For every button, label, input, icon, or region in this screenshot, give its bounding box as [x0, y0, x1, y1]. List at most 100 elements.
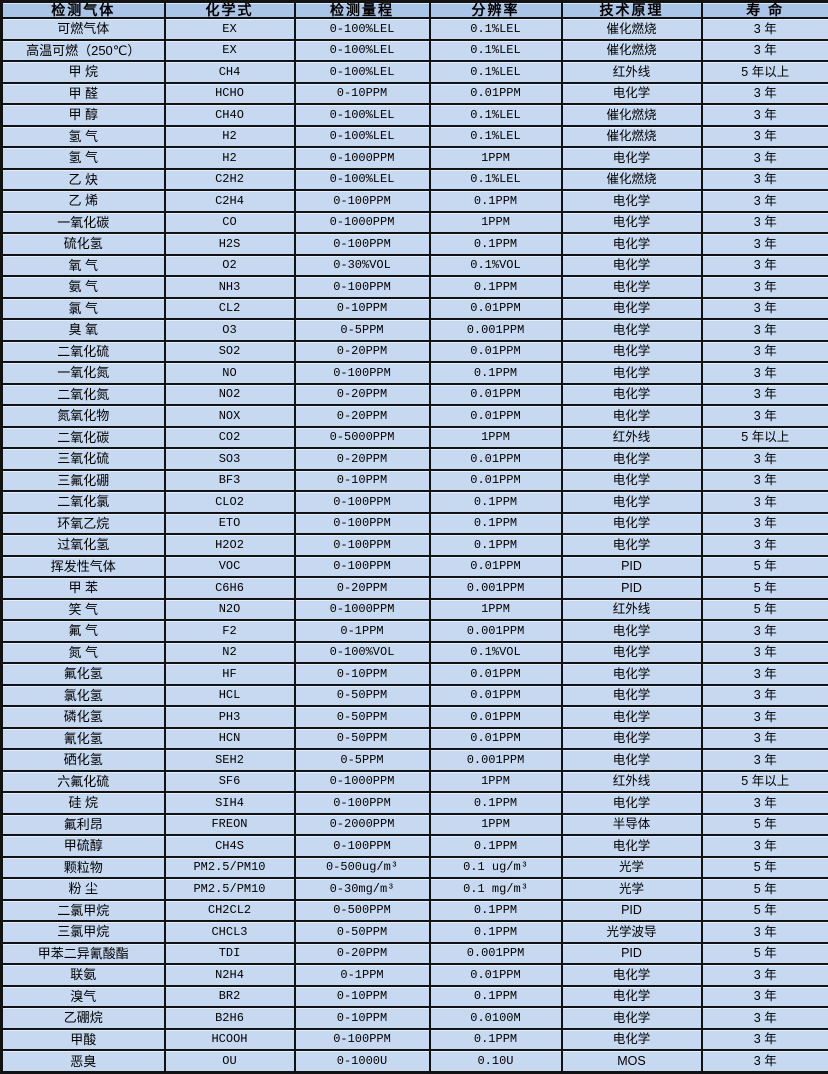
cell-chemical-formula: O3: [163, 318, 296, 342]
cell-resolution: 0.01PPM: [428, 662, 563, 686]
table-row: 氟 气 F2 0-1PPM 0.001PPM 电化学 3 年: [0, 619, 828, 643]
cell-chemical-formula: SEH2: [163, 748, 296, 772]
cell-technology: 电化学: [560, 318, 703, 342]
header-row: 检测气体 化学式 检测量程 分辨率 技术原理寿 命: [0, 0, 828, 19]
table-row: 二氯甲烷 CH2CL2 0-500PPM 0.1PPM PID 5 年: [0, 898, 828, 922]
cell-detection-range: 0-20PPM: [293, 404, 431, 428]
cell-chemical-formula: H2: [163, 124, 296, 148]
cell-technology: 电化学: [560, 748, 703, 772]
cell-lifespan: 3 年: [700, 1006, 828, 1030]
cell-chemical-formula: FREON: [163, 812, 296, 836]
cell-gas-name: 氢 气: [0, 124, 166, 148]
cell-gas-name: 过氧化氢: [0, 533, 166, 557]
cell-technology: 电化学: [560, 253, 703, 277]
cell-detection-range: 0-100PPM: [293, 533, 431, 557]
cell-gas-name: 颗粒物: [0, 855, 166, 879]
cell-resolution: 0.01PPM: [428, 447, 563, 471]
cell-chemical-formula: HF: [163, 662, 296, 686]
cell-detection-range: 0-5000PPM: [293, 425, 431, 449]
table-row: 甲硫醇 CH4S 0-100PPM 0.1PPM 电化学 3 年: [0, 834, 828, 858]
table-body: 可燃气体 EX 0-100%LEL 0.1%LEL 催化燃烧 3 年高温可燃（250℃） E…: [0, 17, 828, 1074]
column-header-range: 检测量程: [293, 0, 431, 19]
cell-technology: 电化学: [560, 189, 703, 213]
cell-detection-range: 0-1000PPM: [293, 769, 431, 793]
table-row: 三氯甲烷 CHCL3 0-50PPM 0.1PPM 光学波导 3 年: [0, 920, 828, 944]
cell-lifespan: 3 年: [700, 167, 828, 191]
column-header-resolution: 分辨率: [428, 0, 563, 19]
cell-gas-name: 氰化氢: [0, 726, 166, 750]
cell-detection-range: 0-10PPM: [293, 1006, 431, 1030]
cell-detection-range: 0-100%LEL: [293, 103, 431, 127]
cell-gas-name: 乙 烯: [0, 189, 166, 213]
cell-chemical-formula: C2H2: [163, 167, 296, 191]
cell-detection-range: 0-100%LEL: [293, 60, 431, 84]
cell-gas-name: 甲 醛: [0, 81, 166, 105]
cell-resolution: 0.10U: [428, 1049, 563, 1074]
cell-technology: 红外线: [560, 60, 703, 84]
cell-chemical-formula: C2H4: [163, 189, 296, 213]
cell-chemical-formula: PM2.5/PM10: [163, 855, 296, 879]
cell-lifespan: 5 年: [700, 877, 828, 901]
cell-resolution: 0.1%LEL: [428, 167, 563, 191]
cell-resolution: 0.1PPM: [428, 898, 563, 922]
cell-resolution: 0.1PPM: [428, 490, 563, 514]
cell-technology: 电化学: [560, 511, 703, 535]
cell-technology: 电化学: [560, 533, 703, 557]
cell-detection-range: 0-100PPM: [293, 232, 431, 256]
cell-resolution: 0.1PPM: [428, 533, 563, 557]
cell-gas-name: 臭 氧: [0, 318, 166, 342]
cell-gas-name: 乙硼烷: [0, 1006, 166, 1030]
cell-gas-name: 氮 气: [0, 640, 166, 664]
cell-resolution: 0.1%VOL: [428, 640, 563, 664]
cell-chemical-formula: CH4S: [163, 834, 296, 858]
cell-technology: 电化学: [560, 146, 703, 170]
cell-resolution: 1PPM: [428, 597, 563, 621]
cell-lifespan: 3 年: [700, 705, 828, 729]
cell-resolution: 0.1%VOL: [428, 253, 563, 277]
table-row: 溴气 BR2 0-10PPM 0.1PPM 电化学 3 年: [0, 984, 828, 1008]
table-row: 甲酸 HCOOH 0-100PPM 0.1PPM 电化学 3 年: [0, 1027, 828, 1051]
cell-lifespan: 3 年: [700, 683, 828, 707]
cell-chemical-formula: CL2: [163, 296, 296, 320]
cell-resolution: 0.1PPM: [428, 920, 563, 944]
cell-chemical-formula: C6H6: [163, 576, 296, 600]
cell-detection-range: 0-1PPM: [293, 619, 431, 643]
cell-gas-name: 氯 气: [0, 296, 166, 320]
cell-gas-name: 氯化氢: [0, 683, 166, 707]
table-row: 氟利昂 FREON 0-2000PPM 1PPM 半导体 5 年: [0, 812, 828, 836]
cell-lifespan: 5 年: [700, 554, 828, 578]
cell-resolution: 0.01PPM: [428, 726, 563, 750]
cell-chemical-formula: TDI: [163, 941, 296, 965]
cell-chemical-formula: BF3: [163, 468, 296, 492]
cell-chemical-formula: ETO: [163, 511, 296, 535]
cell-gas-name: 甲 烷: [0, 60, 166, 84]
cell-chemical-formula: CH4O: [163, 103, 296, 127]
cell-lifespan: 3 年: [700, 296, 828, 320]
cell-lifespan: 3 年: [700, 640, 828, 664]
table-row: 硅 烷 SIH4 0-100PPM 0.1PPM 电化学 3 年: [0, 791, 828, 815]
cell-detection-range: 0-50PPM: [293, 705, 431, 729]
cell-chemical-formula: NO2: [163, 382, 296, 406]
cell-technology: 电化学: [560, 382, 703, 406]
cell-resolution: 1PPM: [428, 425, 563, 449]
cell-chemical-formula: PM2.5/PM10: [163, 877, 296, 901]
cell-lifespan: 3 年: [700, 726, 828, 750]
cell-lifespan: 3 年: [700, 210, 828, 234]
cell-lifespan: 3 年: [700, 447, 828, 471]
cell-detection-range: 0-10PPM: [293, 81, 431, 105]
table-row: 三氟化硼 BF3 0-10PPM 0.01PPM 电化学 3 年: [0, 468, 828, 492]
cell-resolution: 0.1%LEL: [428, 124, 563, 148]
cell-resolution: 0.1%LEL: [428, 38, 563, 62]
cell-detection-range: 0-100PPM: [293, 554, 431, 578]
cell-resolution: 0.1PPM: [428, 232, 563, 256]
cell-lifespan: 3 年: [700, 38, 828, 62]
cell-technology: 催化燃烧: [560, 103, 703, 127]
cell-technology: 电化学: [560, 683, 703, 707]
cell-lifespan: 3 年: [700, 339, 828, 363]
cell-resolution: 1PPM: [428, 210, 563, 234]
column-header-lifespan: 寿 命: [700, 0, 828, 19]
cell-detection-range: 0-1PPM: [293, 963, 431, 987]
cell-technology: 催化燃烧: [560, 124, 703, 148]
table-row: 氟化氢 HF 0-10PPM 0.01PPM 电化学 3 年: [0, 662, 828, 686]
cell-technology: PID: [560, 576, 703, 600]
